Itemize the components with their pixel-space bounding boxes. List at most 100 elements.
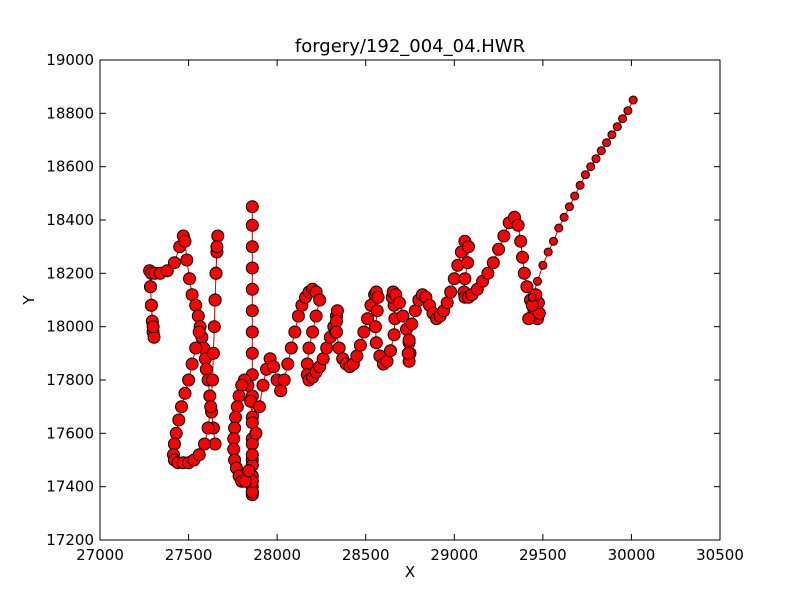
data-point — [245, 200, 259, 214]
data-point — [235, 378, 249, 392]
y-tick-label: 18000 — [46, 318, 94, 336]
data-point — [232, 389, 246, 403]
data-point — [252, 400, 266, 414]
data-point — [564, 202, 574, 212]
data-point — [208, 293, 222, 307]
data-point — [175, 400, 188, 414]
data-point — [486, 256, 500, 270]
y-tick-label: 17200 — [46, 531, 94, 549]
data-point — [267, 360, 281, 374]
x-tick-label: 30500 — [696, 546, 744, 564]
data-point — [353, 338, 367, 352]
plot-area — [143, 95, 638, 502]
data-point — [384, 344, 397, 358]
data-point — [320, 341, 334, 355]
data-point — [371, 290, 385, 304]
data-point — [401, 346, 415, 360]
data-point — [245, 325, 259, 339]
data-point — [256, 378, 270, 392]
data-point — [580, 170, 590, 180]
data-point — [201, 421, 215, 435]
data-point — [543, 247, 553, 257]
data-point — [575, 180, 585, 190]
data-point — [192, 325, 206, 339]
data-point — [516, 250, 529, 264]
data-point — [520, 280, 534, 294]
data-point — [230, 400, 244, 414]
data-point — [198, 437, 211, 451]
data-point — [167, 256, 181, 270]
x-tick-label: 27000 — [76, 546, 124, 564]
data-point — [369, 336, 383, 350]
y-tick-label: 18600 — [46, 158, 94, 176]
data-point — [628, 95, 638, 105]
data-point — [189, 341, 203, 355]
y-tick-label: 18800 — [46, 104, 94, 122]
data-point — [538, 260, 548, 270]
data-point — [370, 304, 384, 318]
y-tick-label: 18200 — [46, 264, 94, 282]
data-point — [245, 448, 259, 462]
x-tick-label: 29000 — [430, 546, 478, 564]
data-point — [514, 234, 528, 248]
data-point — [602, 138, 612, 148]
data-point — [211, 229, 225, 243]
data-point — [229, 410, 242, 424]
x-tick-label: 28000 — [253, 546, 301, 564]
data-point — [245, 261, 259, 275]
data-point — [522, 312, 536, 326]
data-point — [274, 384, 288, 398]
data-point — [245, 346, 259, 360]
data-point — [458, 272, 472, 286]
data-point — [612, 122, 622, 132]
data-point — [511, 218, 525, 232]
data-point — [596, 146, 606, 156]
data-point — [607, 130, 617, 140]
data-point — [245, 282, 259, 296]
data-point — [204, 400, 218, 414]
data-point — [281, 357, 295, 371]
data-point — [618, 114, 628, 124]
data-point — [245, 218, 259, 232]
x-tick-label: 30000 — [608, 546, 656, 564]
data-point — [527, 292, 537, 302]
data-point — [461, 256, 475, 270]
x-tick-label: 27500 — [165, 546, 213, 564]
data-point — [191, 309, 205, 323]
data-point — [462, 240, 475, 254]
chart-title: forgery/192_004_04.HWR — [295, 36, 525, 57]
data-point — [408, 304, 422, 318]
y-tick-label: 17800 — [46, 371, 94, 389]
data-point — [284, 341, 298, 355]
data-point — [559, 212, 569, 222]
data-point — [178, 386, 192, 400]
data-point — [182, 373, 196, 387]
data-point — [591, 154, 601, 164]
data-point — [277, 373, 291, 387]
data-point — [144, 280, 157, 294]
data-point — [249, 426, 263, 440]
data-point — [586, 162, 596, 172]
data-point — [309, 309, 323, 323]
data-point — [369, 320, 382, 334]
y-tick-label: 18400 — [46, 211, 94, 229]
data-point — [209, 266, 223, 280]
data-point — [146, 320, 160, 334]
data-point — [245, 304, 259, 318]
data-point — [288, 325, 302, 339]
data-point — [481, 266, 495, 280]
y-tick-label: 17600 — [46, 424, 94, 442]
data-point — [549, 236, 558, 246]
data-point — [402, 333, 416, 347]
data-point — [169, 426, 183, 440]
data-point — [330, 325, 343, 339]
x-tick-label: 29500 — [519, 546, 567, 564]
data-point — [210, 240, 224, 254]
data-point — [306, 325, 320, 339]
data-point — [497, 229, 511, 243]
data-point — [206, 346, 220, 360]
data-point — [332, 341, 346, 355]
data-point — [533, 276, 542, 286]
data-point — [444, 285, 458, 299]
